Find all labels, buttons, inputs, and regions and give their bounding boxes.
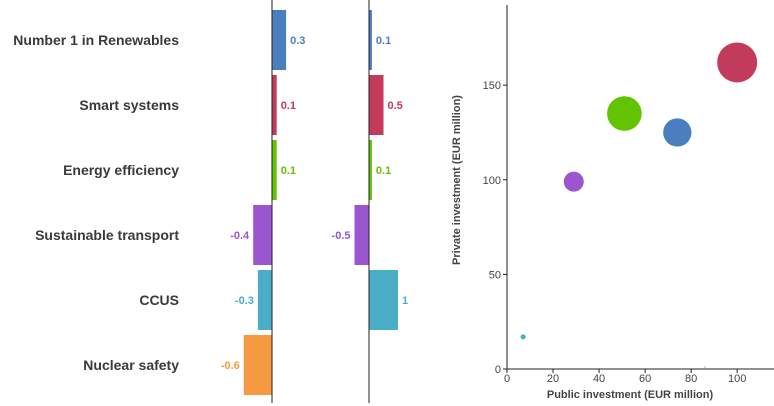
chart1-bar-energy-efficiency [272, 140, 277, 200]
category-labels: Number 1 in Renewables Smart systems Energ… [13, 32, 179, 373]
x-tick-label-20: 20 [547, 373, 559, 385]
chart2-bar-sustainable-transport [354, 205, 369, 265]
chart2-value-label-ccus: 1 [402, 295, 408, 307]
chart1-value-label-sustainable-transport: -0.4 [230, 230, 250, 242]
x-tick-label-0: 0 [504, 373, 510, 385]
category-label-number-1-in-renewables: Number 1 in Renewables [13, 32, 179, 48]
chart1-bar-nuclear-safety [243, 335, 272, 395]
chart1-value-label-ccus: -0.3 [235, 295, 254, 307]
chart2-bar-smart-systems [369, 75, 384, 135]
chart2-bar-energy-efficiency [369, 140, 372, 200]
chart1-bar-number-1-in-renewables [272, 10, 287, 70]
x-tick-label-40: 40 [593, 373, 605, 385]
category-label-nuclear-safety: Nuclear safety [83, 357, 179, 373]
y-tick-label-0: 0 [495, 364, 501, 376]
category-label-sustainable-transport: Sustainable transport [35, 227, 179, 243]
bar-chart-1: 0.3 0.1 0.1 -0.4 -0.3 -0.6 [221, 0, 305, 403]
chart1-bar-smart-systems [272, 75, 277, 135]
chart2-value-label-smart-systems: 0.5 [388, 100, 403, 112]
scatter-point-nuclear-safety [704, 366, 706, 368]
category-label-ccus: CCUS [139, 292, 179, 308]
scatter-point-smart-systems [717, 42, 758, 83]
scatter-point-energy-efficiency [607, 96, 642, 131]
bar-chart-2: 0.1 0.5 0.1 -0.5 1 [332, 0, 408, 403]
chart2-bar-number-1-in-renewables [369, 10, 372, 70]
scatter-point-sustainable-transport [563, 171, 584, 192]
category-label-smart-systems: Smart systems [79, 97, 179, 113]
x-axis-title: Public investment (EUR million) [547, 389, 714, 401]
chart2-value-label-number-1-in-renewables: 0.1 [376, 35, 391, 47]
y-tick-label-150: 150 [483, 80, 501, 92]
chart2-value-label-sustainable-transport: -0.5 [332, 230, 351, 242]
y-axis-title: Private investment (EUR million) [451, 95, 463, 265]
x-tick-label-100: 100 [728, 373, 746, 385]
chart1-bar-sustainable-transport [253, 205, 272, 265]
scatter-chart: 0 20 40 60 80 100 0 50 100 150 Public investment (… [451, 5, 774, 401]
y-tick-label-100: 100 [483, 175, 501, 187]
chart1-value-label-smart-systems: 0.1 [281, 100, 296, 112]
x-tick-label-60: 60 [639, 373, 651, 385]
scatter-point-number-1-in-renewables [663, 118, 692, 147]
chart1-value-label-number-1-in-renewables: 0.3 [290, 35, 305, 47]
chart1-bar-ccus [257, 270, 272, 330]
scatter-point-ccus [520, 334, 526, 340]
chart2-bar-ccus [369, 270, 398, 330]
category-label-energy-efficiency: Energy efficiency [63, 162, 179, 178]
chart2-value-label-energy-efficiency: 0.1 [376, 165, 391, 177]
x-tick-label-80: 80 [685, 373, 697, 385]
chart1-value-label-nuclear-safety: -0.6 [221, 360, 240, 372]
chart1-value-label-energy-efficiency: 0.1 [281, 165, 296, 177]
y-tick-label-50: 50 [489, 269, 501, 281]
